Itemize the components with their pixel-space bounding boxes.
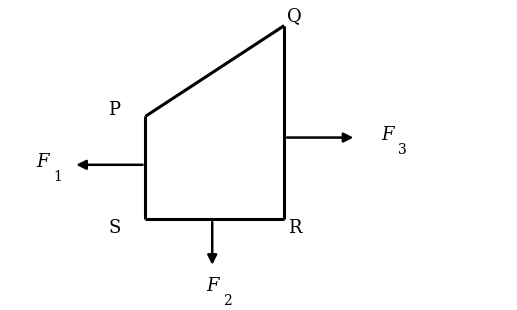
Text: P: P <box>109 101 120 119</box>
Text: F: F <box>206 277 219 295</box>
Text: R: R <box>288 219 301 237</box>
Text: 3: 3 <box>398 143 407 157</box>
Text: 2: 2 <box>223 294 232 308</box>
Text: Q: Q <box>287 7 302 25</box>
Text: F: F <box>381 126 393 144</box>
Text: F: F <box>36 153 49 171</box>
Text: S: S <box>109 219 120 237</box>
Text: 1: 1 <box>54 170 63 184</box>
